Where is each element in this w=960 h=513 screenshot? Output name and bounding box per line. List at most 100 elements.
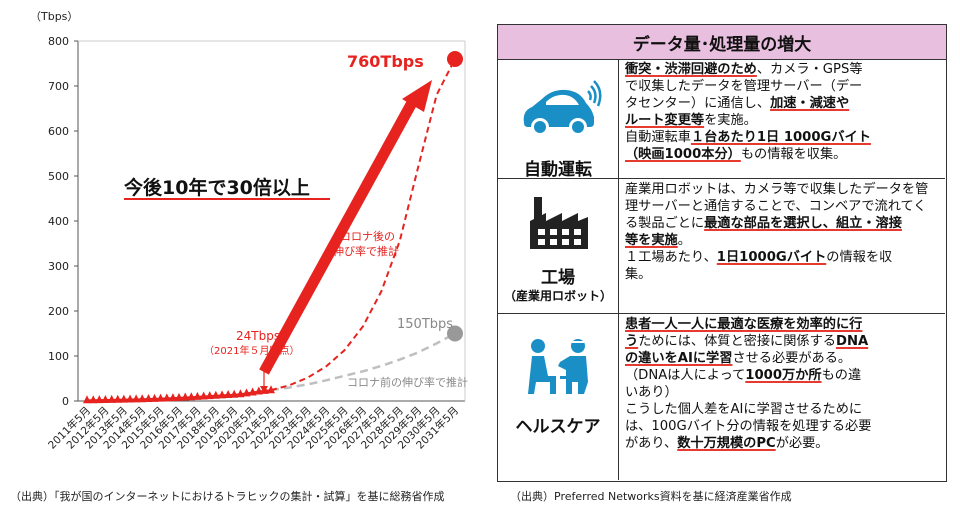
desc-text: を実施。: [704, 113, 757, 128]
end-label-high: 760Tbps: [347, 52, 424, 71]
emphasis-text: 患者一人一人に最適な医療を効率的に行: [625, 317, 863, 332]
emphasis-text: １台あたり1日 1000Gバイト: [690, 130, 871, 145]
desc-line: ルート変更等を実施。: [625, 112, 941, 129]
measured-point: [119, 394, 128, 403]
desc-text: 。: [677, 233, 691, 248]
desc-text: で収集したデータを管理サーバー（デー: [625, 79, 863, 94]
y-tick-label: 300: [48, 260, 69, 273]
corona-before-label: コロナ前の伸び率で推計: [347, 375, 468, 389]
desc-line: 自動運転車１台あたり1日 1000Gバイト: [625, 129, 941, 146]
emphasis-text: 数十万規模のPC: [677, 436, 776, 451]
emphasis-text: ルート変更等: [625, 113, 705, 128]
desc-text: もの情報を収集。: [740, 147, 847, 162]
desc-line: こうした個人差をAIに学習させるために: [625, 401, 941, 418]
desc-line: る製品ごとに最適な部品を選択し、組立・溶接: [625, 215, 941, 232]
desc-line: があり、数十万規模のPCが必要。: [625, 435, 941, 452]
desc-text: 自動運転車: [625, 130, 691, 145]
desc-text: こうした個人差をAIに学習させるために: [625, 402, 863, 417]
desc-line: で収集したデータを管理サーバー（デー: [625, 78, 941, 95]
measured-point: [254, 386, 263, 395]
emphasis-text: 1000万か所: [745, 368, 822, 383]
desc-text: タセンター）に通信し、: [625, 96, 771, 111]
emphasis-text: （映画1000本分）: [625, 147, 741, 162]
measured-point: [89, 395, 98, 404]
desc-text: もの違: [821, 368, 862, 383]
emphasis-text: 加速・減速や: [770, 96, 850, 111]
measured-point: [95, 395, 104, 404]
y-tick-label: 400: [48, 215, 69, 228]
end-label-low: 150Tbps: [397, 317, 453, 332]
measured-point: [193, 391, 202, 400]
corona-after-label: コロナ後の: [340, 229, 395, 243]
desc-text: １工場あたり、: [625, 250, 717, 265]
desc-line: （DNAは人によって1000万か所もの違: [625, 367, 941, 384]
emphasis-text: 1日1000Gバイト: [716, 250, 827, 265]
measured-point: [205, 391, 214, 400]
measured-point: [138, 394, 147, 403]
measured-point: [224, 390, 233, 399]
desc-text: 産業用ロボットは、カメラ等で収集したデータを管: [625, 182, 929, 197]
desc-text: （DNAは人によって: [625, 368, 746, 383]
measured-point: [175, 392, 183, 401]
measured-point: [168, 393, 177, 402]
desc-text: 理サーバーと通信することで、コンベアで流れてく: [625, 199, 927, 214]
emphasis-text: の違いをAIに学習: [625, 351, 733, 366]
emphasis-text: 衝突・渋滞回避のため: [625, 62, 757, 77]
panel-title: データ量･処理量の増大: [498, 25, 946, 60]
y-tick-label: 200: [48, 305, 69, 318]
panel-source: （出典）Preferred Networks資料を基に経済産業省作成: [510, 490, 792, 503]
measured-point: [150, 393, 159, 402]
row-sublabel: （産業用ロボット）: [503, 289, 612, 303]
desc-text: 集。: [625, 267, 652, 282]
row-label: ヘルスケア: [515, 417, 601, 437]
desc-text: いあり）: [625, 385, 678, 400]
pre-corona-projection-line: [270, 332, 456, 392]
row-autonomous-driving: 自動運転 衝突・渋滞回避のため、カメラ・GPS等 で収集したデータを管理サーバー（…: [498, 59, 945, 180]
desc-line: 等を実施。: [625, 232, 941, 249]
measured-point: [162, 393, 171, 402]
desc-text: があり、: [625, 436, 678, 451]
measured-point: [236, 389, 245, 398]
healthcare-icon: [528, 339, 588, 394]
row-label: 自動運転: [524, 160, 592, 180]
factory-icon: [530, 197, 588, 249]
desc-text: る製品ごとに: [625, 216, 705, 231]
measured-point: [199, 391, 208, 400]
measured-point: [187, 392, 196, 401]
end-point-high: [447, 51, 463, 67]
measured-point: [126, 394, 135, 403]
desc-text: の情報を収: [826, 250, 893, 265]
emphasis-text: う: [625, 334, 639, 349]
measured-point: [101, 395, 110, 404]
desc-line: 患者一人一人に最適な医療を効率的に行: [625, 316, 941, 333]
desc-text: させる必要がある。: [732, 351, 852, 366]
measured-point: [230, 389, 239, 398]
data-growth-panel: データ量･処理量の増大 自動運転 衝突・渋滞回避のため、カメラ・GPS等 で収集し…: [497, 24, 947, 482]
desc-line: 衝突・渋滞回避のため、カメラ・GPS等: [625, 61, 941, 78]
row-healthcare: ヘルスケア 患者一人一人に最適な医療を効率的に行 うためには、体質と密接に関係する…: [498, 314, 945, 480]
headline-label: 今後10年で30倍以上: [123, 176, 310, 199]
row-label-cell: 自動運転: [498, 59, 619, 180]
desc-line: （映画1000本分）もの情報を収集。: [625, 146, 941, 163]
y-tick-label: 500: [48, 170, 69, 183]
row-description: 患者一人一人に最適な医療を効率的に行 うためには、体質と密接に関係するDNA の違い…: [619, 314, 945, 480]
desc-text: が必要。: [775, 436, 829, 451]
row-label: 工場: [541, 268, 575, 288]
desc-line: は、100Gバイト分の情報を処理する必要: [625, 418, 941, 435]
post-corona-projection-line: [270, 58, 456, 392]
measured-point: [218, 390, 227, 399]
chart-source: （出典）「我が国のインターネットにおけるトラヒックの集計・試算」を基に総務省作成: [10, 490, 445, 503]
measured-point: [248, 387, 257, 396]
y-tick-label: 600: [48, 125, 69, 138]
measured-point: [113, 394, 122, 403]
traffic-chart: 0100200300400500600700800（Tbps）2011年5月20…: [30, 10, 468, 452]
point-date-label: （2021年５月時点）: [204, 344, 299, 357]
desc-line: １工場あたり、1日1000Gバイトの情報を収: [625, 249, 941, 266]
measured-point: [144, 394, 153, 403]
measured-point: [107, 394, 116, 403]
point-label: 24Tbps: [236, 329, 280, 343]
measured-point: [181, 392, 190, 401]
y-tick-label: 700: [48, 80, 69, 93]
measured-point: [132, 394, 141, 403]
y-axis-label: （Tbps）: [30, 10, 78, 23]
